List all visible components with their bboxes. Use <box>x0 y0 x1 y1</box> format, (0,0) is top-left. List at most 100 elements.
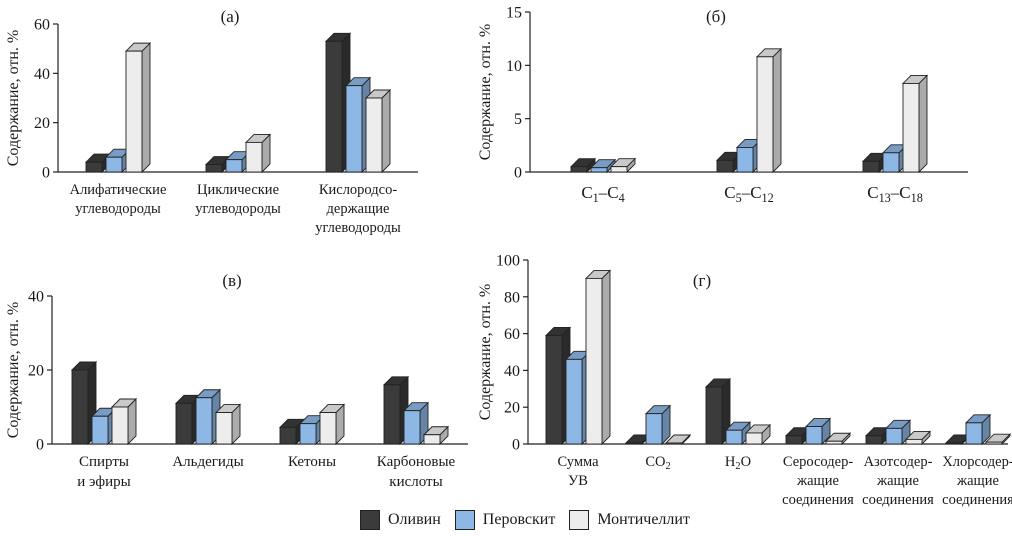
bar-front-face <box>862 160 880 173</box>
bar-olivine <box>704 377 732 446</box>
bar-front-face <box>423 434 441 445</box>
panel-v-chart: 0 20 40 Содержание, отн. % (в) Спирты и эфиры А… <box>5 271 468 490</box>
y-tick-label: 80 <box>504 289 520 306</box>
x-category-label: Кислородсо- <box>319 182 397 198</box>
bar-front-face <box>905 438 923 445</box>
bar-olivine <box>70 360 98 446</box>
bar-monticellite <box>609 157 637 174</box>
bar-front-face <box>111 406 129 445</box>
y-axis-label: Содержание, отн. % <box>477 24 494 161</box>
bar-front-face <box>716 159 734 173</box>
x-category-label: Кетоны <box>288 454 336 470</box>
bar-monticellite <box>422 425 450 446</box>
bar-monticellite <box>901 74 929 174</box>
bar-side-face <box>918 74 928 174</box>
bar-front-face <box>725 429 743 445</box>
bar-front-face <box>245 141 263 173</box>
x-category-label: CO2 <box>645 454 670 472</box>
x-category-label: углеводороды <box>315 220 401 236</box>
panel-label: (а) <box>221 7 240 26</box>
bar-front-face <box>105 156 123 173</box>
bar-monticellite <box>904 430 932 446</box>
bar-front-face <box>565 358 583 445</box>
bar-olivine <box>569 157 597 174</box>
bar-front-face <box>279 426 297 445</box>
bar-front-face <box>665 442 683 445</box>
x-category-label: соединения <box>942 492 1012 508</box>
bar-front-face <box>195 397 213 445</box>
bar-monticellite <box>244 133 272 174</box>
legend-item-perovskite: Перовскит <box>454 510 555 530</box>
bar-monticellite <box>124 42 152 174</box>
bar-front-face <box>299 423 317 445</box>
y-axis-label: Содержание, отн. % <box>477 284 494 421</box>
bar-side-face <box>601 269 611 446</box>
bar-front-face <box>736 147 754 173</box>
legend-label-olivine: Оливин <box>388 511 441 528</box>
bar-front-face <box>325 40 343 173</box>
x-category-label: Альдегиды <box>172 454 243 470</box>
x-category-label: соединения <box>862 492 934 508</box>
bar-side-face <box>141 42 151 174</box>
x-category-label: Карбоновые <box>377 454 456 470</box>
x-category-label: Сумма <box>557 454 599 470</box>
bar-front-face <box>383 384 401 445</box>
legend-label-monticellite: Монтичеллит <box>597 511 690 528</box>
y-tick-label: 0 <box>42 165 50 182</box>
x-category-label: H2O <box>725 454 751 472</box>
bar-monticellite <box>318 403 346 446</box>
x-category-label: Азотсодер- <box>864 454 933 470</box>
bar-monticellite <box>364 88 392 174</box>
x-category-label: жащие <box>956 473 999 489</box>
x-category-label: Спирты <box>79 454 129 470</box>
bar-perovskite <box>402 401 430 446</box>
bar-front-face <box>902 83 920 173</box>
x-category-label: углеводороды <box>195 201 281 217</box>
y-axis-label: Содержание, отн. % <box>5 30 22 167</box>
bar-monticellite <box>584 269 612 446</box>
y-tick-label: 60 <box>504 326 520 343</box>
bar-front-face <box>965 422 983 445</box>
bar-front-face <box>756 56 774 173</box>
bar-front-face <box>570 166 588 173</box>
y-axis-label: Содержание, отн. % <box>5 302 22 439</box>
x-category-label: Алифатические <box>70 182 167 198</box>
bar-front-face <box>985 441 1003 445</box>
bar-monticellite <box>984 433 1012 446</box>
bar-front-face <box>945 442 963 445</box>
bar-front-face <box>365 97 383 173</box>
bar-perovskite <box>964 413 992 446</box>
legend-item-monticellite: Монтичеллит <box>569 510 690 530</box>
y-tick-label: 5 <box>514 111 522 128</box>
y-tick-label: 40 <box>504 363 520 380</box>
bar-front-face <box>91 415 109 445</box>
y-tick-label: 0 <box>514 165 522 182</box>
x-category-label: кислоты <box>389 474 442 490</box>
bar-front-face <box>625 442 643 445</box>
bar-front-face <box>545 334 563 445</box>
x-category-label: и эфиры <box>77 474 130 490</box>
bar-front-face <box>885 427 903 445</box>
y-tick-label: 100 <box>496 253 520 270</box>
bar-front-face <box>882 152 900 173</box>
bar-front-face <box>745 432 763 445</box>
legend-swatch-olivine <box>360 510 380 530</box>
x-category-label: УВ <box>568 473 588 489</box>
y-tick-label: 20 <box>28 363 44 380</box>
panel-label: (б) <box>706 7 726 26</box>
x-category-label: C1–C4 <box>581 183 624 205</box>
x-category-label: C13–C18 <box>867 183 923 205</box>
y-tick-label: 20 <box>504 400 520 417</box>
bar-front-face <box>205 164 223 173</box>
panel-a-chart: 0 20 40 60 Содержание, отн. % (а) Алифатически… <box>5 7 418 236</box>
legend-item-olivine: Оливин <box>360 510 441 530</box>
bar-front-face <box>585 277 603 445</box>
bar-front-face <box>215 412 233 445</box>
bar-front-face <box>85 161 103 173</box>
legend-swatch-perovskite <box>454 510 475 530</box>
bar-front-face <box>645 413 663 445</box>
bar-perovskite <box>644 404 672 446</box>
bar-front-face <box>345 85 363 173</box>
